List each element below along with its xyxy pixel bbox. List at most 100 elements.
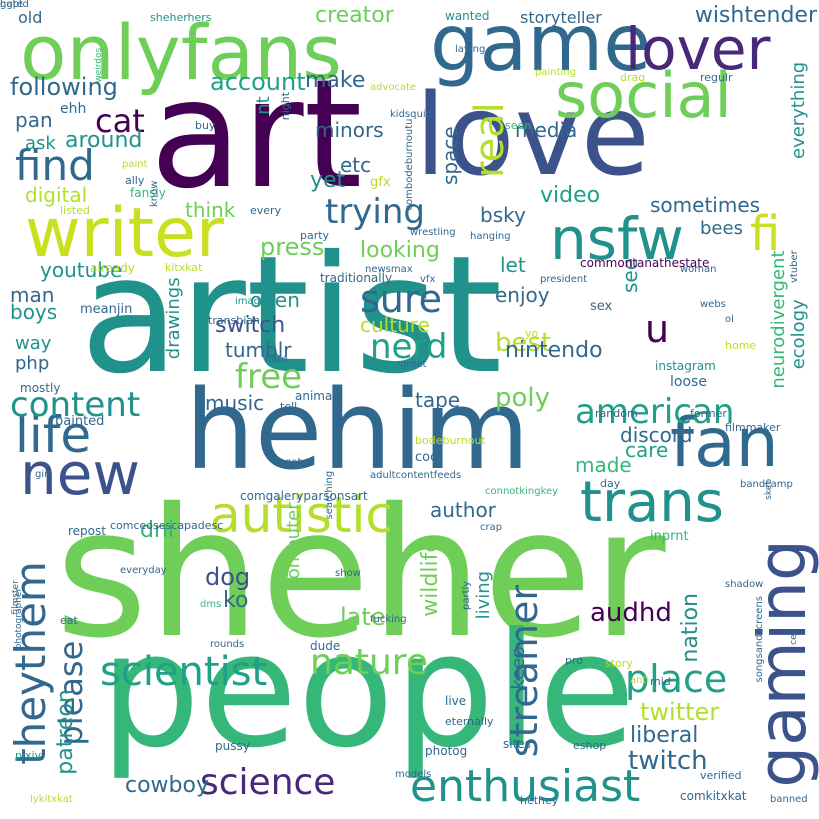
word: made (575, 453, 632, 477)
word: hated (0, 0, 29, 10)
word: around (65, 128, 143, 153)
word: ggpt (0, 0, 23, 10)
word: dog (205, 563, 251, 591)
word: american (575, 392, 735, 432)
word: wildlife (418, 539, 443, 617)
word: living (473, 570, 494, 620)
word: patreon (53, 689, 78, 775)
word: transbian (208, 314, 261, 327)
word: boys (10, 300, 58, 324)
word: fi (750, 206, 781, 262)
word: sites (503, 737, 531, 751)
word: story (605, 657, 633, 670)
word: songsandscreens (754, 596, 765, 683)
word: wanted (445, 9, 490, 23)
word: best (495, 328, 552, 358)
word: models (395, 769, 432, 780)
word: comkitxkat (680, 789, 747, 803)
word: every (250, 204, 282, 217)
word: painted (55, 414, 105, 429)
word: let (500, 253, 526, 277)
word: instagram (655, 359, 716, 373)
word: sex (590, 299, 613, 314)
word: ehh (60, 101, 87, 117)
word: party (300, 229, 330, 242)
word: bodeburnout (415, 434, 486, 447)
word: trans (580, 470, 724, 535)
word: cat (95, 102, 145, 140)
word: enthusiast (410, 761, 641, 812)
word: switch (215, 313, 286, 338)
word: twitch (628, 746, 708, 776)
word: skeb (764, 478, 774, 500)
word: culture (360, 313, 430, 337)
word: meanjin (80, 302, 133, 317)
word: keep (508, 646, 529, 690)
word: real (467, 102, 513, 178)
word: late (340, 603, 386, 631)
word: webs (700, 299, 726, 310)
word: eshop (573, 739, 607, 752)
word: vtuber (789, 250, 800, 283)
word: former (690, 407, 727, 420)
word: life (15, 406, 92, 464)
word: place (625, 657, 728, 701)
word: filmmaker (725, 421, 781, 434)
word: already (90, 261, 135, 275)
word: kitxkat (165, 261, 203, 274)
word: kidsquid (390, 109, 432, 120)
word: hethey (520, 794, 559, 807)
word: eat (60, 614, 78, 627)
word: nation (678, 593, 703, 663)
word: account (210, 68, 306, 96)
word: president (540, 274, 588, 285)
word: php (15, 353, 50, 374)
word: sure (360, 277, 443, 321)
word: seen (505, 119, 532, 132)
word: old (18, 8, 43, 27)
word: regulr (700, 71, 733, 84)
word: lykitxkat (30, 794, 73, 805)
word: home (725, 339, 757, 352)
word: everything (788, 61, 809, 159)
word: mostly (20, 381, 61, 395)
word: enjoy (495, 283, 550, 307)
word: ko (223, 588, 249, 613)
word: combodeburnoutu (404, 118, 415, 211)
word: connotkingkey (485, 486, 559, 497)
word: know (149, 180, 160, 207)
word: yo (525, 327, 539, 340)
word: art (150, 48, 363, 222)
word: game (430, 0, 652, 89)
word: day (600, 477, 621, 490)
word: hehim (185, 366, 530, 494)
word: ceo (789, 628, 799, 645)
word: anti (630, 675, 650, 686)
word: nature (310, 642, 428, 683)
word: ol (725, 314, 734, 325)
word: vfx (420, 274, 436, 285)
word: liberal (630, 723, 699, 748)
word: think (185, 198, 236, 222)
word: love (415, 71, 650, 201)
word: dude (310, 639, 341, 653)
word: painting (535, 67, 576, 78)
word: images (235, 296, 272, 307)
word: space (438, 126, 462, 185)
word: hate (265, 354, 288, 365)
word: new (20, 440, 140, 508)
word: weirdos (94, 47, 104, 83)
word: science (200, 762, 336, 803)
word: nintendo (505, 338, 603, 363)
word: dni (140, 518, 175, 543)
word: onlyfans (20, 8, 342, 97)
word: shadow (725, 579, 764, 590)
word: ask (25, 133, 56, 154)
word: random (595, 407, 638, 420)
word: lover (625, 15, 771, 83)
word: laying (455, 44, 486, 55)
word: scientist (100, 649, 268, 695)
word: dms (200, 599, 222, 610)
word: great (400, 359, 427, 370)
